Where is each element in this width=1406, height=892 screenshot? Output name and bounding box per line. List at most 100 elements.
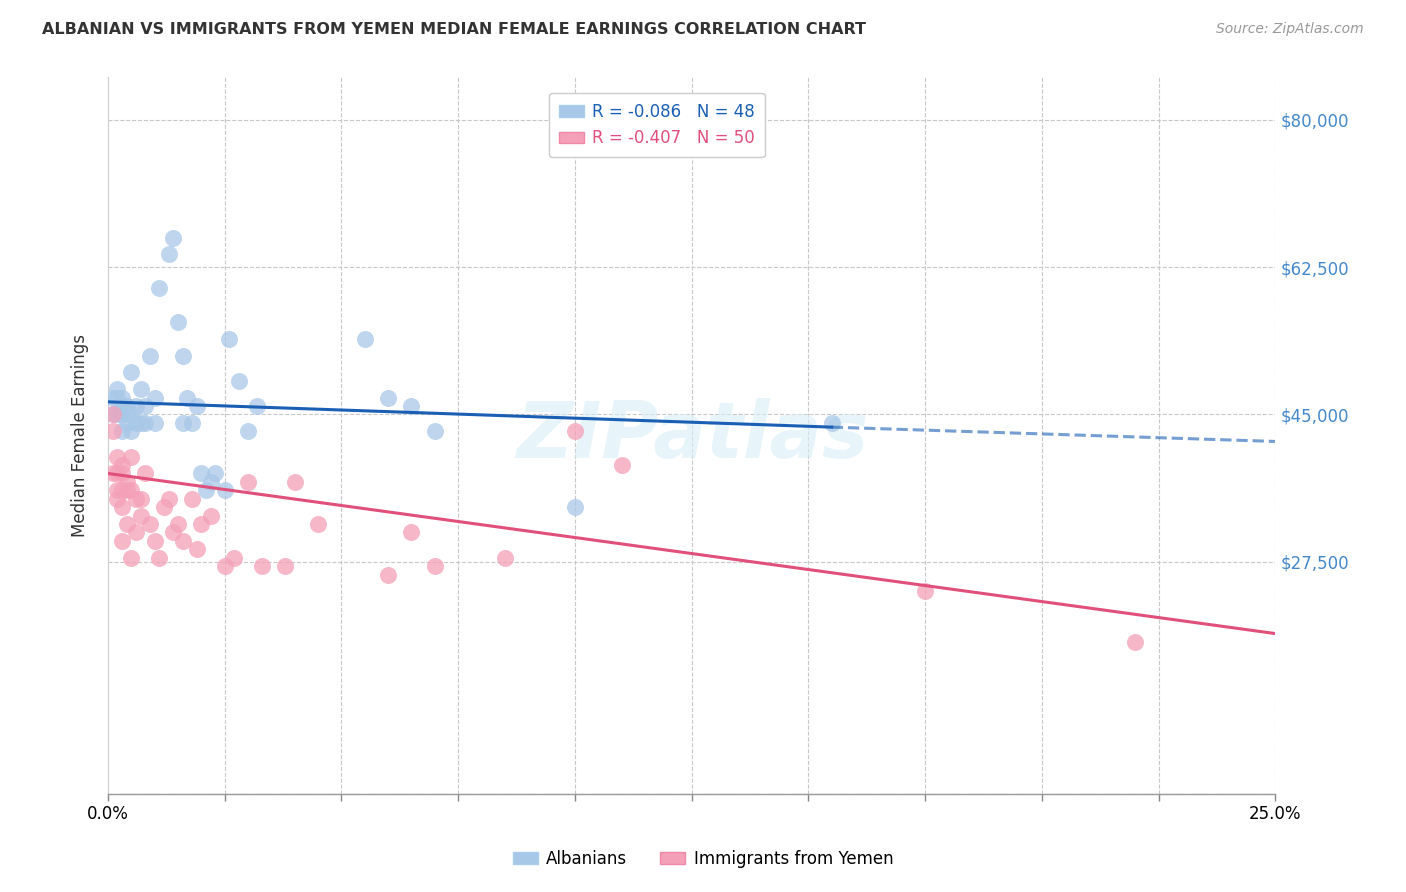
Point	[204, 467, 226, 481]
Point	[139, 349, 162, 363]
Text: Source: ZipAtlas.com: Source: ZipAtlas.com	[1216, 22, 1364, 37]
Point	[284, 475, 307, 489]
Legend: R = -0.086   N = 48, R = -0.407   N = 50: R = -0.086 N = 48, R = -0.407 N = 50	[548, 93, 765, 157]
Point	[105, 491, 128, 506]
Point	[115, 483, 138, 498]
Point	[1123, 635, 1146, 649]
Point	[162, 525, 184, 540]
Point	[190, 467, 212, 481]
Point	[101, 408, 124, 422]
Point	[181, 491, 204, 506]
Point	[610, 458, 633, 472]
Point	[129, 416, 152, 430]
Point	[167, 315, 190, 329]
Point	[111, 391, 134, 405]
Point	[236, 425, 259, 439]
Point	[111, 500, 134, 515]
Point	[111, 425, 134, 439]
Point	[401, 525, 423, 540]
Point	[353, 332, 375, 346]
Point	[494, 550, 516, 565]
Point	[172, 416, 194, 430]
Point	[181, 416, 204, 430]
Point	[250, 559, 273, 574]
Point	[111, 533, 134, 548]
Point	[120, 450, 142, 464]
Point	[129, 508, 152, 523]
Point	[172, 349, 194, 363]
Point	[200, 475, 222, 489]
Point	[105, 450, 128, 464]
Point	[115, 399, 138, 413]
Point	[157, 247, 180, 261]
Point	[101, 408, 124, 422]
Point	[274, 559, 297, 574]
Point	[111, 408, 134, 422]
Point	[190, 516, 212, 531]
Point	[139, 516, 162, 531]
Point	[200, 508, 222, 523]
Point	[125, 525, 148, 540]
Point	[134, 467, 156, 481]
Point	[564, 500, 586, 515]
Point	[101, 425, 124, 439]
Point	[125, 399, 148, 413]
Point	[120, 408, 142, 422]
Point	[236, 475, 259, 489]
Point	[423, 425, 446, 439]
Point	[148, 281, 170, 295]
Point	[105, 483, 128, 498]
Text: ALBANIAN VS IMMIGRANTS FROM YEMEN MEDIAN FEMALE EARNINGS CORRELATION CHART: ALBANIAN VS IMMIGRANTS FROM YEMEN MEDIAN…	[42, 22, 866, 37]
Point	[111, 399, 134, 413]
Point	[115, 408, 138, 422]
Point	[105, 382, 128, 396]
Legend: Albanians, Immigrants from Yemen: Albanians, Immigrants from Yemen	[506, 844, 900, 875]
Y-axis label: Median Female Earnings: Median Female Earnings	[72, 334, 89, 537]
Point	[167, 516, 190, 531]
Point	[423, 559, 446, 574]
Point	[143, 533, 166, 548]
Point	[120, 425, 142, 439]
Point	[401, 399, 423, 413]
Point	[162, 230, 184, 244]
Point	[172, 533, 194, 548]
Point	[143, 391, 166, 405]
Point	[105, 408, 128, 422]
Point	[377, 391, 399, 405]
Point	[115, 475, 138, 489]
Point	[143, 416, 166, 430]
Point	[120, 365, 142, 379]
Point	[101, 467, 124, 481]
Point	[105, 391, 128, 405]
Point	[176, 391, 198, 405]
Point	[105, 467, 128, 481]
Point	[111, 458, 134, 472]
Point	[157, 491, 180, 506]
Point	[129, 491, 152, 506]
Point	[148, 550, 170, 565]
Point	[125, 416, 148, 430]
Point	[377, 567, 399, 582]
Point	[246, 399, 269, 413]
Point	[120, 483, 142, 498]
Point	[218, 332, 240, 346]
Point	[134, 399, 156, 413]
Point	[564, 425, 586, 439]
Point	[101, 391, 124, 405]
Point	[307, 516, 329, 531]
Point	[134, 416, 156, 430]
Point	[214, 483, 236, 498]
Point	[228, 374, 250, 388]
Point	[195, 483, 218, 498]
Point	[821, 416, 844, 430]
Point	[129, 382, 152, 396]
Point	[115, 516, 138, 531]
Point	[120, 550, 142, 565]
Point	[115, 416, 138, 430]
Text: ZIPatlas: ZIPatlas	[516, 398, 868, 474]
Point	[914, 584, 936, 599]
Point	[214, 559, 236, 574]
Point	[186, 399, 208, 413]
Point	[222, 550, 245, 565]
Point	[153, 500, 176, 515]
